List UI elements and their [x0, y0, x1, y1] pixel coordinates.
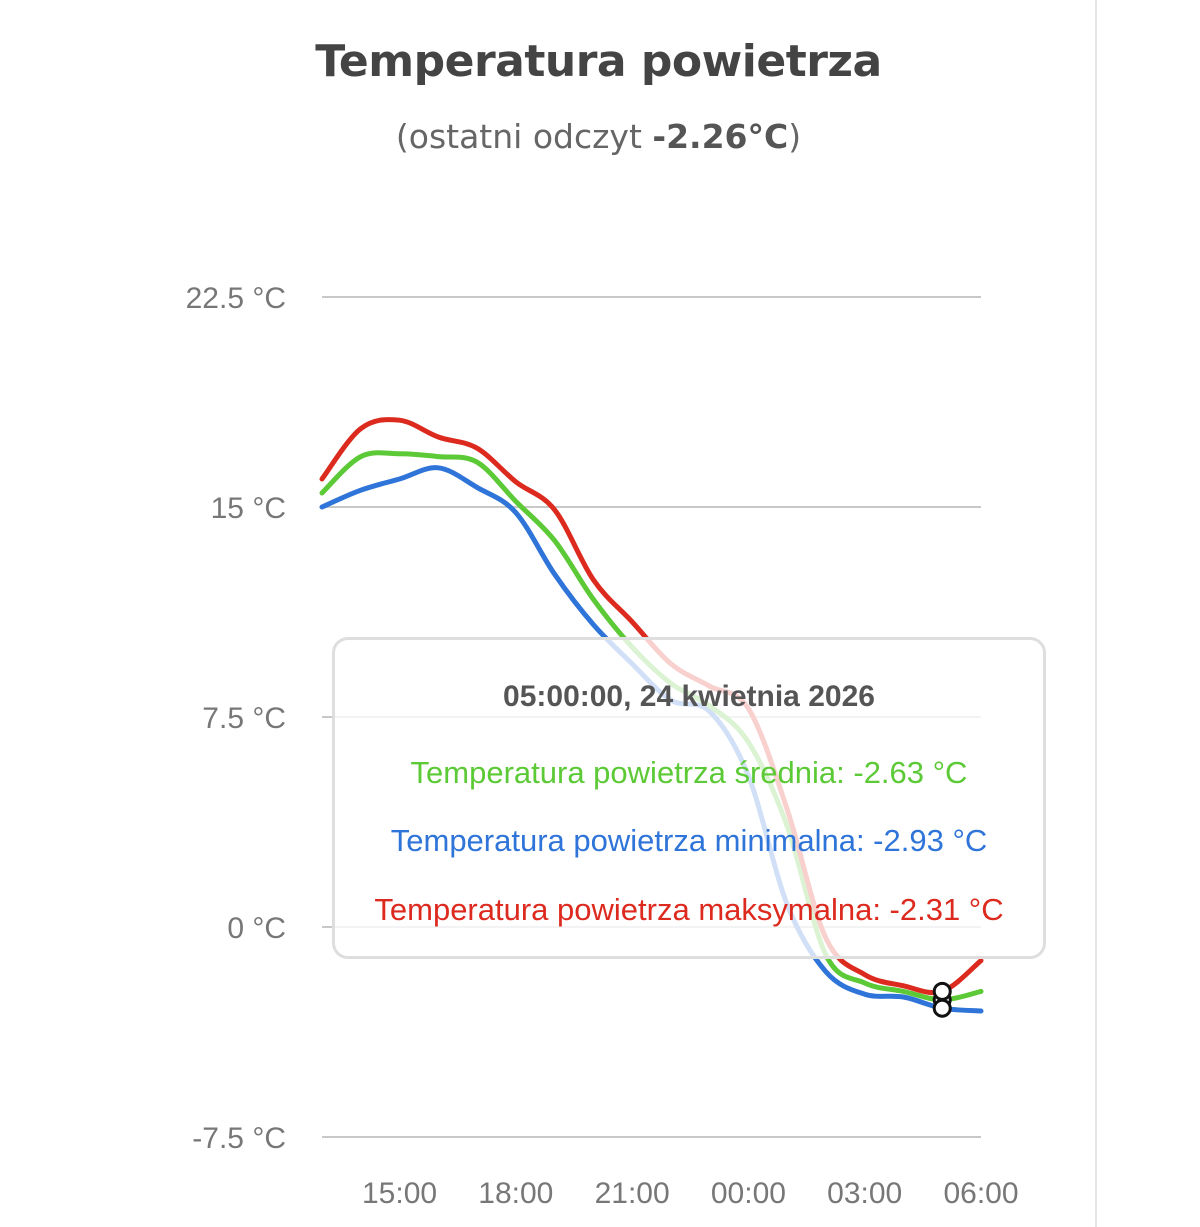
- y-tick-label: 7.5 °C: [202, 702, 286, 735]
- y-tick-label: -7.5 °C: [192, 1122, 286, 1155]
- hover-marker-maximum: [932, 981, 952, 1001]
- subtitle-suffix: ): [788, 117, 802, 156]
- x-tick-label: 15:00: [362, 1177, 437, 1210]
- hover-marker-minimum: [932, 998, 952, 1018]
- tooltip-date: 05:00:00, 24 kwietnia 2026: [503, 680, 875, 713]
- x-tick-label: 21:00: [595, 1177, 670, 1210]
- y-tick-label: 0 °C: [227, 912, 286, 945]
- last-reading-value: -2.26°C: [652, 117, 789, 156]
- panel-divider: [1095, 0, 1097, 1227]
- subtitle-prefix: (ostatni odczyt: [395, 117, 653, 156]
- chart-tooltip: 05:00:00, 24 kwietnia 2026 Temperatura p…: [332, 637, 1046, 959]
- x-tick-label: 06:00: [943, 1177, 1018, 1210]
- x-tick-label: 18:00: [478, 1177, 553, 1210]
- tooltip-row-average: Temperatura powietrza średnia: -2.63 °C: [410, 755, 968, 790]
- chart-title: Temperatura powietrza: [315, 36, 882, 87]
- tooltip-row-minimum: Temperatura powietrza minimalna: -2.93 °…: [390, 823, 988, 858]
- y-tick-label: 22.5 °C: [186, 282, 286, 315]
- chart-subtitle: (ostatni odczyt -2.26°C): [0, 117, 1197, 156]
- y-tick-label: 15 °C: [211, 492, 286, 525]
- x-tick-label: 00:00: [711, 1177, 786, 1210]
- tooltip-row-maximum: Temperatura powietrza maksymalna: -2.31 …: [374, 892, 1004, 927]
- x-tick-label: 03:00: [827, 1177, 902, 1210]
